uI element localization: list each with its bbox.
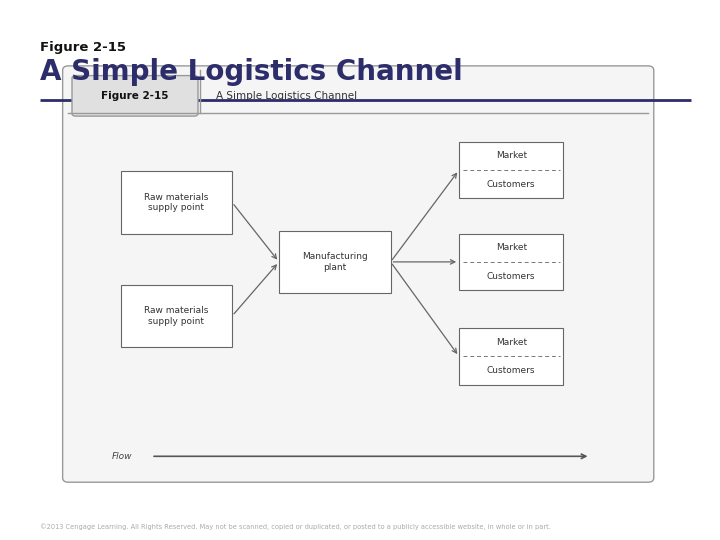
Text: Market: Market [495, 338, 527, 347]
Text: Market: Market [495, 243, 527, 252]
Text: Flow: Flow [112, 452, 132, 461]
Text: Market: Market [495, 151, 527, 160]
FancyBboxPatch shape [72, 76, 198, 116]
Text: Customers: Customers [487, 366, 536, 375]
FancyBboxPatch shape [63, 66, 654, 482]
Text: Figure 2-15: Figure 2-15 [40, 41, 125, 54]
FancyBboxPatch shape [279, 231, 390, 293]
Text: Raw materials
supply point: Raw materials supply point [144, 306, 209, 326]
Text: A Simple Logistics Channel: A Simple Logistics Channel [216, 91, 357, 100]
Text: Customers: Customers [487, 180, 536, 189]
Text: Manufacturing
plant: Manufacturing plant [302, 252, 368, 272]
Text: Raw materials
supply point: Raw materials supply point [144, 193, 209, 212]
Text: A Simple Logistics Channel: A Simple Logistics Channel [40, 58, 462, 86]
Text: ©2013 Cengage Learning. All Rights Reserved. May not be scanned, copied or dupli: ©2013 Cengage Learning. All Rights Reser… [40, 524, 551, 530]
FancyBboxPatch shape [459, 328, 563, 384]
Text: Customers: Customers [487, 272, 536, 281]
Text: Figure 2-15: Figure 2-15 [102, 91, 168, 101]
FancyBboxPatch shape [459, 233, 563, 291]
FancyBboxPatch shape [121, 172, 232, 233]
FancyBboxPatch shape [121, 285, 232, 347]
FancyBboxPatch shape [459, 141, 563, 198]
